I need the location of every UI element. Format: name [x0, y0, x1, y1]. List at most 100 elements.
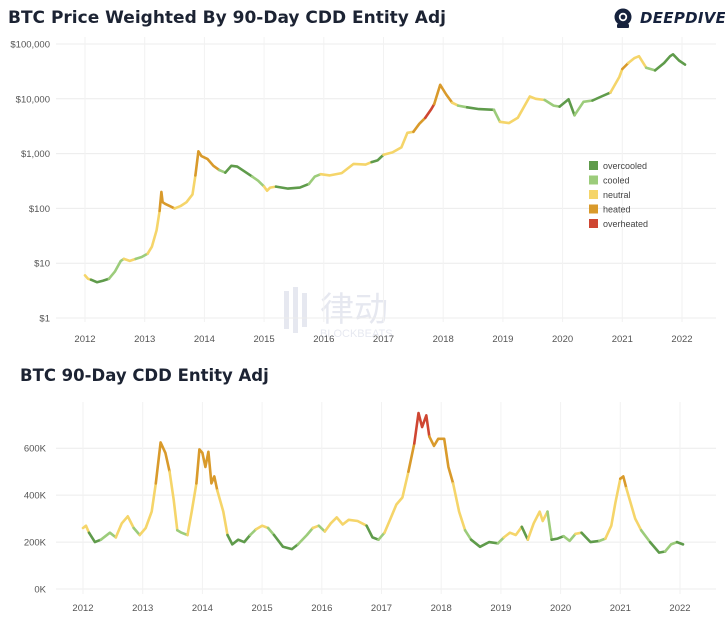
series-segment-cooled — [639, 529, 652, 544]
series-segment-neutral — [451, 482, 467, 532]
series-segment-overcooled — [87, 531, 103, 544]
series-segment-cooled — [492, 108, 502, 124]
x-tick-label: 2020 — [550, 603, 571, 614]
x-tick-label: 2012 — [74, 334, 95, 345]
series-segment-neutral — [383, 470, 410, 534]
series-segment-neutral — [502, 525, 524, 539]
legend-swatch-heated — [589, 204, 598, 214]
y-tick-label: $100 — [29, 204, 50, 215]
y-tick-label: $1 — [39, 314, 50, 325]
series-segment-heated — [619, 475, 628, 490]
series-segment-neutral — [627, 54, 648, 69]
series-segment-neutral — [186, 482, 198, 537]
series-segment-cooled — [99, 531, 118, 541]
series-segment-neutral — [122, 257, 137, 263]
series-segment-overcooled — [465, 106, 496, 112]
y-tick-label: 0K — [34, 585, 46, 596]
x-tick-label: 2015 — [252, 603, 273, 614]
brand-name: DEEPDIVE — [640, 9, 725, 27]
series-segment-overheated — [413, 411, 431, 445]
series-segment-neutral — [216, 489, 229, 537]
series-segment-cooled — [132, 526, 141, 537]
legend-label-cooled: cooled — [603, 176, 630, 186]
x-tick-label: 2017 — [373, 334, 394, 345]
x-tick-label: 2022 — [669, 603, 690, 614]
x-tick-label: 2013 — [134, 334, 155, 345]
series-segment-neutral — [138, 482, 158, 537]
series-segment-cooled — [134, 252, 149, 261]
x-tick-label: 2015 — [254, 334, 275, 345]
x-tick-label: 2017 — [371, 603, 392, 614]
series-segment-heated — [158, 190, 176, 213]
series-segment-heated — [621, 61, 630, 71]
series-segment-cooled — [266, 526, 276, 537]
series-segment-overcooled — [550, 534, 565, 541]
x-tick-label: 2021 — [612, 334, 633, 345]
series-segment-cooled — [543, 98, 561, 108]
series-segment-overcooled — [648, 540, 667, 554]
series-segment-cooled — [317, 524, 327, 533]
series-segment-heated — [428, 435, 455, 485]
series-segment-cooled — [377, 531, 386, 541]
series-segment-cooled — [248, 527, 258, 537]
series-segment-overcooled — [89, 277, 111, 284]
series-segment-neutral — [262, 185, 278, 192]
series-segment-heated — [407, 442, 416, 473]
series-segment-overcooled — [272, 533, 300, 551]
x-tick-label: 2018 — [431, 603, 452, 614]
series-segment-overcooled — [224, 164, 254, 178]
series-segment-neutral — [498, 95, 546, 125]
series-segment-overcooled — [653, 53, 687, 72]
series-segment-heated — [432, 83, 454, 106]
series-segment-overcooled — [469, 538, 500, 549]
series-segment-overcooled — [558, 98, 576, 117]
x-tick-label: 2016 — [311, 603, 332, 614]
legend-swatch-cooled — [589, 175, 598, 185]
series-segment-cooled — [176, 529, 189, 537]
y-tick-label: $100,000 — [10, 40, 50, 51]
x-tick-label: 2018 — [433, 334, 454, 345]
series-segment-overcooled — [226, 533, 252, 546]
series-segment-heated — [194, 150, 221, 177]
series-segment-cooled — [307, 172, 323, 186]
price-chart-title: BTC Price Weighted By 90-Day CDD Entity … — [8, 8, 446, 28]
series-segment-overheated — [424, 102, 436, 120]
series-segment-neutral — [168, 470, 179, 532]
series-segment-overcooled — [274, 182, 311, 190]
legend-swatch-overheated — [589, 219, 598, 228]
x-tick-label: 2020 — [552, 334, 573, 345]
x-tick-label: 2019 — [490, 603, 511, 614]
series-segment-heated — [412, 116, 427, 134]
series-segment-neutral — [382, 130, 415, 157]
series-segment-cooled — [644, 66, 657, 72]
series-segment-neutral — [114, 515, 135, 539]
series-segment-cooled — [546, 510, 553, 541]
series-segment-overcooled — [520, 525, 530, 541]
series-segment-neutral — [609, 67, 624, 94]
series-segment-cooled — [296, 526, 315, 546]
legend-swatch-neutral — [589, 190, 598, 199]
x-tick-label: 2014 — [194, 334, 215, 345]
x-tick-label: 2014 — [192, 603, 213, 614]
series-segment-overcooled — [365, 524, 380, 541]
legend-label-overheated: overheated — [603, 219, 648, 229]
y-tick-label: 400K — [24, 491, 47, 502]
series-segment-neutral — [319, 160, 373, 177]
y-tick-label: 200K — [24, 538, 47, 549]
y-tick-label: $10,000 — [16, 94, 50, 105]
series-segment-neutral — [254, 524, 270, 531]
legend-label-overcooled: overcooled — [603, 161, 647, 171]
series-segment-neutral — [526, 510, 549, 541]
series-segment-cooled — [107, 257, 126, 281]
series-segment-heated — [195, 448, 219, 492]
series-segment-overcooled — [675, 540, 685, 546]
series-segment-cooled — [663, 540, 679, 553]
legend-label-neutral: neutral — [603, 190, 631, 200]
series-segment-overcooled — [580, 531, 601, 544]
series-segment-neutral — [604, 477, 622, 540]
series-segment-cooled — [562, 532, 577, 543]
x-tick-label: 2012 — [72, 603, 93, 614]
diver-helmet-icon — [614, 8, 632, 28]
series-segment-neutral — [173, 174, 197, 210]
